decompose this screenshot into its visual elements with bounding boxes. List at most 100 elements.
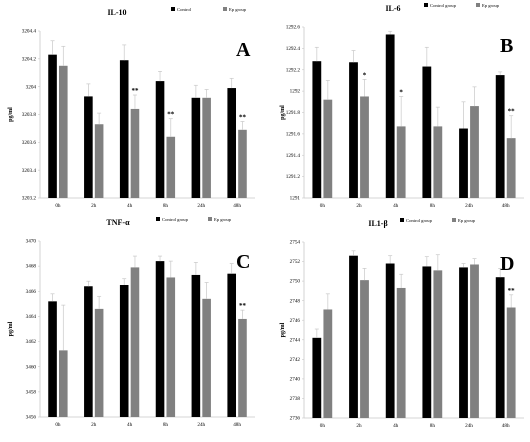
bar-ep-4h [130, 108, 140, 198]
x-tick-label: 0h [55, 203, 61, 209]
y-tick-label: 3468 [26, 264, 37, 270]
x-tick-label: 24h [197, 203, 205, 209]
legend-swatch [424, 3, 428, 7]
bar-ep-4h [396, 126, 406, 198]
bar-ep-8h [166, 136, 176, 198]
y-tick-label: 3204.2 [22, 56, 37, 62]
significance-marker: ** [508, 108, 516, 116]
x-tick-label: 48h [502, 423, 510, 429]
y-tick-label: 3460 [26, 364, 37, 370]
y-tick-label: 2748 [290, 298, 301, 304]
bar-control-48h [495, 277, 505, 418]
bar-control-2h [84, 96, 93, 198]
x-tick-label: 2h [356, 423, 362, 429]
x-tick-label: 2h [91, 422, 97, 428]
bar-ep-2h [94, 308, 104, 417]
chart-panel-c: TNF-α Control group Ep group Cpg/ml 3456 3458… [8, 217, 255, 428]
chart-title: TNF-α [106, 218, 130, 227]
bar-ep-24h [470, 106, 479, 198]
bar-control-0h [48, 54, 57, 199]
x-tick-label: 2h [91, 203, 97, 209]
y-tick-label: 1292.2 [286, 67, 301, 73]
legend-label: Control [177, 7, 192, 12]
bar-ep-24h [470, 264, 479, 418]
x-tick-label: 24h [465, 423, 473, 429]
bar-control-8h [422, 66, 432, 198]
x-tick-label: 48h [233, 422, 241, 428]
panel-letter: C [236, 251, 250, 273]
y-tick-label: 3456 [26, 415, 37, 421]
legend-swatch [400, 218, 404, 222]
bar-control-4h [385, 263, 395, 418]
bar-ep-48h [238, 129, 247, 198]
y-tick-label: 3464 [26, 314, 37, 320]
x-tick-label: 24h [465, 203, 473, 209]
significance-marker: ** [167, 111, 175, 119]
x-tick-label: 8h [163, 422, 169, 428]
legend-swatch [208, 217, 212, 221]
bar-control-4h [385, 34, 395, 199]
x-tick-label: 4h [393, 423, 399, 429]
y-tick-label: 3203.4 [22, 168, 37, 174]
legend-swatch [171, 7, 175, 11]
bar-ep-8h [433, 270, 443, 418]
bar-ep-0h [323, 99, 333, 198]
x-tick-label: 0h [320, 203, 326, 209]
chart-panel-b: IL-6 Control group Ep group Bpg/ml 1291 1291.… [280, 3, 524, 209]
panel-letter: A [236, 39, 251, 61]
legend-label: Ep group [214, 217, 232, 222]
y-tick-label: 3203.8 [22, 112, 37, 118]
y-tick-label: 2736 [290, 416, 301, 422]
chart-title: IL1-β [368, 219, 387, 228]
bar-ep-24h [202, 97, 211, 198]
y-tick-label: 2754 [290, 240, 301, 246]
significance-marker: * [363, 71, 367, 79]
bar-ep-0h [323, 309, 333, 418]
y-tick-label: 3204 [26, 84, 37, 90]
legend-label: Ep group [458, 218, 476, 223]
significance-marker: ** [508, 287, 516, 295]
x-tick-label: 0h [320, 423, 326, 429]
y-tick-label: 2744 [290, 337, 301, 343]
y-tick-label: 1292.6 [286, 25, 301, 31]
bar-control-48h [495, 75, 505, 198]
legend-label: Ep group [229, 7, 247, 12]
x-tick-label: 24h [197, 422, 205, 428]
bar-ep-8h [433, 126, 443, 198]
y-tick-label: 2740 [290, 376, 301, 382]
significance-marker: ** [239, 113, 247, 121]
x-tick-label: 8h [430, 203, 436, 209]
bar-control-24h [459, 267, 468, 418]
bar-ep-2h [94, 124, 104, 198]
bar-control-8h [155, 81, 165, 198]
legend-swatch [223, 7, 227, 11]
bar-control-4h [119, 285, 129, 417]
bar-ep-2h [360, 280, 369, 418]
y-tick-label: 3204.4 [22, 29, 37, 35]
x-tick-label: 48h [233, 203, 241, 209]
y-axis-label: pg/ml [8, 321, 14, 336]
bar-control-24h [191, 274, 201, 417]
bar-control-8h [155, 261, 165, 417]
x-tick-label: 0h [55, 422, 61, 428]
bar-ep-48h [506, 138, 516, 198]
y-tick-label: 2752 [290, 259, 301, 265]
y-axis-label: pg/ml [280, 105, 286, 120]
x-tick-label: 48h [502, 203, 510, 209]
legend-swatch [156, 217, 160, 221]
bar-control-48h [227, 88, 237, 198]
panel-letter: D [500, 253, 514, 275]
y-tick-label: 2742 [290, 357, 301, 363]
y-tick-label: 3203.6 [22, 140, 37, 146]
y-tick-label: 1291.8 [286, 110, 301, 116]
bar-ep-2h [360, 96, 369, 198]
bar-ep-4h [396, 287, 406, 418]
x-tick-label: 2h [356, 203, 362, 209]
x-tick-label: 8h [430, 423, 436, 429]
bar-control-8h [422, 266, 432, 418]
x-tick-label: 4h [393, 203, 399, 209]
chart-title: IL-6 [385, 4, 400, 13]
panel-letter: B [500, 35, 513, 57]
bar-control-24h [191, 97, 201, 198]
chart-title: IL-10 [107, 8, 126, 17]
